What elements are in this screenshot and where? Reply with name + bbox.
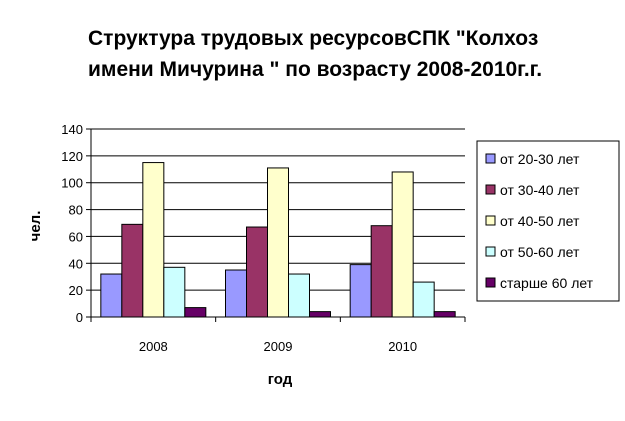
y-tick-label-1: 20 <box>69 283 83 298</box>
bar-s2-c0 <box>142 162 165 318</box>
bar-s4-c0 <box>184 307 207 318</box>
legend-swatch-4 <box>485 277 496 288</box>
chart-title-line-1: Структура трудовых ресурсовСПК "Колхоз <box>88 27 538 50</box>
bar-s0-c0 <box>100 273 123 318</box>
bars <box>100 162 456 318</box>
x-axis-label: год <box>268 371 293 388</box>
legend-label-1: от 30-40 лет <box>500 182 580 198</box>
bar-s1-c1 <box>246 226 268 318</box>
legend-label-2: от 40-50 лет <box>500 213 580 229</box>
legend: от 20-30 лет от 30-40 лет от 40-50 лет от 5… <box>476 140 620 302</box>
y-tick-labels: 0 20 40 60 80 100 120 140 <box>61 122 83 325</box>
bar-s2-c2 <box>391 171 414 318</box>
x-tick-labels: 2008 2009 2010 <box>139 339 417 354</box>
legend-swatch-3 <box>485 246 496 257</box>
legend-swatch-0 <box>485 153 496 164</box>
legend-swatch-1 <box>485 184 496 195</box>
x-tick-label-0: 2008 <box>139 339 168 354</box>
y-tick-label-7: 140 <box>61 122 83 137</box>
bar-s1-c0 <box>121 223 144 318</box>
chart-title-line-2: имени Мичурина " по возрасту 2008-2010г.… <box>88 58 542 81</box>
bar-s3-c2 <box>412 281 435 318</box>
bar-s2-c1 <box>267 167 289 318</box>
bar-s0-c1 <box>225 269 247 318</box>
y-tick-label-0: 0 <box>76 310 83 325</box>
bar-s1-c2 <box>370 225 393 318</box>
legend-label-0: от 20-30 лет <box>500 151 580 167</box>
y-tick-label-5: 100 <box>61 176 83 191</box>
bar-s4-c1 <box>309 311 331 318</box>
bar-s3-c1 <box>288 273 310 318</box>
legend-box <box>476 140 620 302</box>
y-tick-label-4: 80 <box>69 203 83 218</box>
legend-label-4: старше 60 лет <box>500 275 594 291</box>
axes <box>90 129 466 322</box>
y-tick-label-3: 60 <box>69 229 83 244</box>
bar-s0-c2 <box>349 264 372 318</box>
bar-s3-c0 <box>163 266 186 318</box>
y-tick-label-6: 120 <box>61 149 83 164</box>
bar-s4-c2 <box>433 311 456 318</box>
x-tick-label-2: 2010 <box>388 339 417 354</box>
legend-swatch-2 <box>485 215 496 226</box>
legend-label-3: от 50-60 лет <box>500 244 580 260</box>
y-axis-label: чел. <box>27 211 44 242</box>
x-tick-label-1: 2009 <box>264 339 293 354</box>
y-tick-label-2: 40 <box>69 256 83 271</box>
